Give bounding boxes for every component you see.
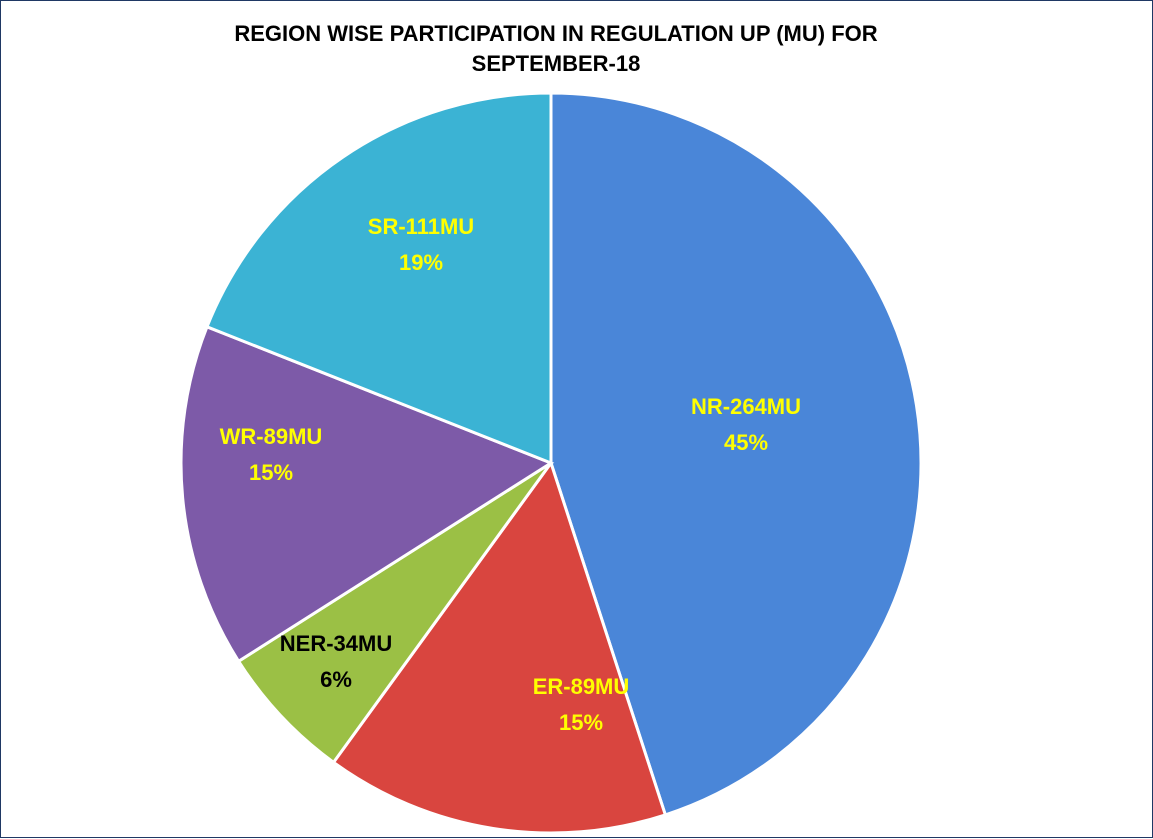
chart-title: REGION WISE PARTICIPATION IN REGULATION … [234,21,878,76]
pie-slice [549,91,923,817]
slice-label: SR-111MU [368,214,474,239]
slice-label: ER-89MU [533,674,630,699]
slice-value-label: 6% [320,667,352,692]
slice-value-label: 45% [724,430,768,455]
pie-slice [236,461,553,765]
slice-label: NER-34MU [280,631,392,656]
slice-value-label: 15% [249,460,293,485]
pie-slice [179,324,555,664]
pie-slice [331,459,668,835]
slice-label: NR-264MU [691,394,801,419]
pie-slice [205,91,553,466]
slice-label: WR-89MU [220,424,323,449]
slice-value-label: 15% [559,710,603,735]
slice-value-label: 19% [399,250,443,275]
